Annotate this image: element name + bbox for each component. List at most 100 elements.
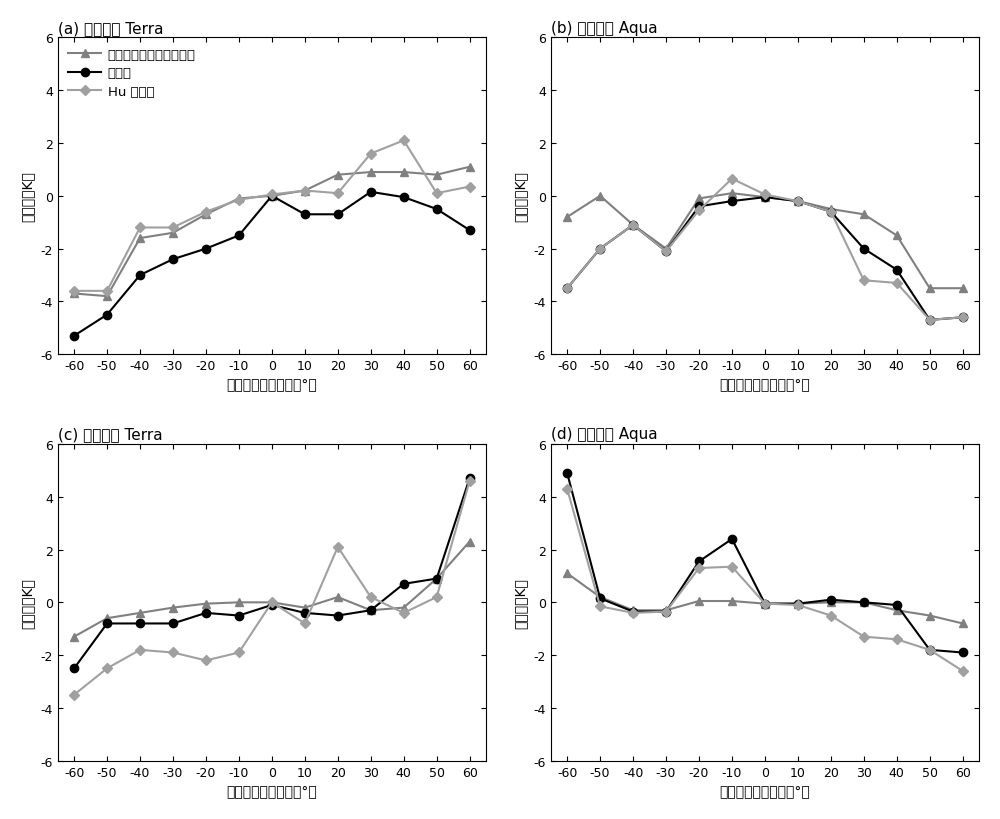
Hu 的方法 xyxy=(200,207,212,217)
Text: (a) 夏季白天 Terra: (a) 夏季白天 Terra xyxy=(58,20,163,36)
本发明 xyxy=(759,193,771,203)
本发明 xyxy=(266,600,278,610)
本发明 xyxy=(332,611,344,621)
基于地面实测数据的方法 xyxy=(594,192,606,201)
Line: 本发明: 本发明 xyxy=(70,474,474,672)
X-axis label: 传感器观测天顶角（°）: 传感器观测天顶角（°） xyxy=(226,378,317,392)
本发明 xyxy=(398,579,410,589)
Hu 的方法 xyxy=(431,189,443,199)
Hu 的方法 xyxy=(167,648,179,658)
Line: Hu 的方法: Hu 的方法 xyxy=(71,477,473,699)
基于地面实测数据的方法 xyxy=(792,599,804,609)
基于地面实测数据的方法 xyxy=(924,611,936,621)
基于地面实测数据的方法 xyxy=(68,632,80,642)
本发明 xyxy=(365,188,377,197)
基于地面实测数据的方法 xyxy=(726,596,738,606)
基于地面实测数据的方法 xyxy=(464,537,476,547)
Hu 的方法 xyxy=(398,609,410,618)
Line: 基于地面实测数据的方法: 基于地面实测数据的方法 xyxy=(563,190,967,293)
本发明 xyxy=(101,619,113,629)
基于地面实测数据的方法 xyxy=(759,193,771,203)
Hu 的方法 xyxy=(266,190,278,200)
基于地面实测数据的方法 xyxy=(233,194,245,204)
本发明 xyxy=(299,609,311,618)
Line: 基于地面实测数据的方法: 基于地面实测数据的方法 xyxy=(563,569,967,628)
本发明 xyxy=(134,271,146,281)
Hu 的方法 xyxy=(398,136,410,146)
Hu 的方法 xyxy=(660,607,672,617)
本发明 xyxy=(627,607,639,617)
基于地面实测数据的方法 xyxy=(660,244,672,254)
Hu 的方法 xyxy=(693,563,705,573)
本发明 xyxy=(68,663,80,673)
基于地面实测数据的方法 xyxy=(398,603,410,613)
基于地面实测数据的方法 xyxy=(101,613,113,623)
基于地面实测数据的方法 xyxy=(299,187,311,197)
Y-axis label: 方向性（K）: 方向性（K） xyxy=(514,577,528,628)
Hu 的方法 xyxy=(594,602,606,612)
Hu 的方法 xyxy=(627,609,639,618)
Hu 的方法 xyxy=(726,174,738,184)
Hu 的方法 xyxy=(431,592,443,602)
基于地面实测数据的方法 xyxy=(200,210,212,220)
本发明 xyxy=(825,207,837,217)
本发明 xyxy=(792,197,804,206)
Hu 的方法 xyxy=(627,220,639,230)
Text: (b) 夏季白天 Aqua: (b) 夏季白天 Aqua xyxy=(551,20,657,36)
基于地面实测数据的方法 xyxy=(660,605,672,615)
本发明 xyxy=(924,645,936,655)
Text: (c) 冬季白天 Terra: (c) 冬季白天 Terra xyxy=(58,427,162,441)
基于地面实测数据的方法 xyxy=(167,229,179,238)
基于地面实测数据的方法 xyxy=(594,592,606,602)
Hu 的方法 xyxy=(891,278,903,288)
Hu 的方法 xyxy=(299,187,311,197)
Hu 的方法 xyxy=(759,599,771,609)
本发明 xyxy=(464,226,476,236)
本发明 xyxy=(233,611,245,621)
Hu 的方法 xyxy=(792,197,804,206)
基于地面实测数据的方法 xyxy=(627,220,639,230)
基于地面实测数据的方法 xyxy=(431,574,443,584)
基于地面实测数据的方法 xyxy=(299,603,311,613)
Hu 的方法 xyxy=(233,648,245,658)
本发明 xyxy=(858,598,870,608)
Y-axis label: 方向性（K）: 方向性（K） xyxy=(21,171,35,222)
本发明 xyxy=(68,332,80,342)
X-axis label: 传感器观测天顶角（°）: 传感器观测天顶角（°） xyxy=(226,785,317,799)
Legend: 基于地面实测数据的方法, 本发明, Hu 的方法: 基于地面实测数据的方法, 本发明, Hu 的方法 xyxy=(64,45,200,102)
本发明 xyxy=(759,599,771,609)
基于地面实测数据的方法 xyxy=(200,599,212,609)
本发明 xyxy=(660,607,672,617)
基于地面实测数据的方法 xyxy=(693,194,705,204)
基于地面实测数据的方法 xyxy=(233,598,245,608)
基于地面实测数据的方法 xyxy=(792,197,804,206)
Hu 的方法 xyxy=(924,645,936,655)
Hu 的方法 xyxy=(134,224,146,233)
Hu 的方法 xyxy=(858,632,870,642)
本发明 xyxy=(693,202,705,212)
本发明 xyxy=(891,600,903,610)
Hu 的方法 xyxy=(464,183,476,192)
Hu 的方法 xyxy=(660,247,672,257)
本发明 xyxy=(200,609,212,618)
本发明 xyxy=(200,244,212,254)
Hu 的方法 xyxy=(299,619,311,629)
基于地面实测数据的方法 xyxy=(891,605,903,615)
Hu 的方法 xyxy=(561,484,573,494)
Line: 基于地面实测数据的方法: 基于地面实测数据的方法 xyxy=(70,538,474,641)
基于地面实测数据的方法 xyxy=(134,609,146,618)
Hu 的方法 xyxy=(332,189,344,199)
本发明 xyxy=(365,605,377,615)
本发明 xyxy=(134,619,146,629)
基于地面实测数据的方法 xyxy=(398,168,410,178)
基于地面实测数据的方法 xyxy=(561,568,573,578)
本发明 xyxy=(431,574,443,584)
基于地面实测数据的方法 xyxy=(858,210,870,220)
Line: Hu 的方法: Hu 的方法 xyxy=(71,138,473,295)
Hu 的方法 xyxy=(957,666,969,676)
基于地面实测数据的方法 xyxy=(464,163,476,173)
Line: Hu 的方法: Hu 的方法 xyxy=(564,486,966,675)
Hu 的方法 xyxy=(693,206,705,216)
Hu 的方法 xyxy=(924,315,936,325)
Hu 的方法 xyxy=(825,611,837,621)
